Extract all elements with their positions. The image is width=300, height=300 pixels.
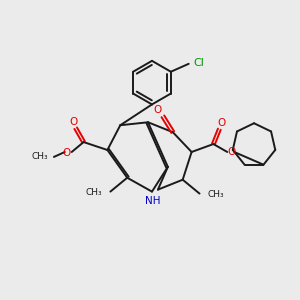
Text: CH₃: CH₃: [208, 190, 224, 199]
Text: O: O: [70, 117, 78, 127]
Text: Cl: Cl: [193, 58, 204, 68]
Text: O: O: [227, 147, 236, 157]
Text: O: O: [63, 148, 71, 158]
Text: O: O: [154, 105, 162, 116]
Text: NH: NH: [145, 196, 161, 206]
Text: O: O: [217, 118, 226, 128]
Text: CH₃: CH₃: [31, 152, 48, 161]
Text: CH₃: CH₃: [86, 188, 102, 197]
